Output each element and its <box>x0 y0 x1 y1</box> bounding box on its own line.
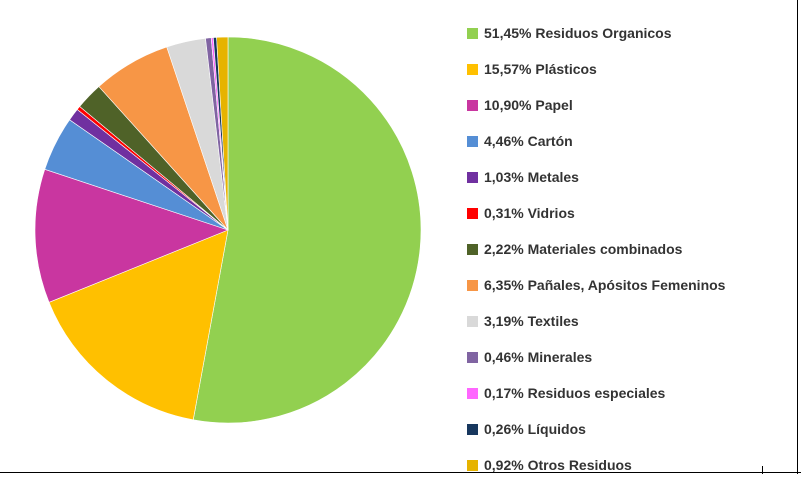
pie-slice-12 <box>216 36 229 231</box>
legend-swatch <box>467 315 478 327</box>
legend-swatch <box>467 171 478 183</box>
legend-item-4: 1,03% Metales <box>467 159 797 195</box>
legend-swatch <box>467 423 478 435</box>
legend-swatch <box>467 135 478 147</box>
legend-item-7: 6,35% Pañales, Apósitos Femeninos <box>467 267 797 303</box>
legend-item-11: 0,26% Líquidos <box>467 411 797 447</box>
legend-swatch <box>467 351 478 363</box>
frame-bottom-line <box>0 472 801 473</box>
legend-label: 51,45% Residuos Organicos <box>484 25 672 41</box>
pie-slice-2 <box>34 168 229 303</box>
legend-item-6: 2,22% Materiales combinados <box>467 231 797 267</box>
legend-item-12: 0,92% Otros Residuos <box>467 447 797 483</box>
pie-slice-1 <box>48 229 229 421</box>
legend-swatch <box>467 207 478 219</box>
legend-item-0: 51,45% Residuos Organicos <box>467 15 797 51</box>
legend-item-5: 0,31% Vidrios <box>467 195 797 231</box>
legend-item-10: 0,17% Residuos especiales <box>467 375 797 411</box>
legend-swatch <box>467 387 478 399</box>
legend-label: 2,22% Materiales combinados <box>484 241 683 257</box>
legend-label: 0,31% Vidrios <box>484 205 575 221</box>
legend-item-9: 0,46% Minerales <box>467 339 797 375</box>
legend-label: 0,46% Minerales <box>484 349 593 365</box>
legend-label: 0,92% Otros Residuos <box>484 457 632 473</box>
legend-swatch <box>467 243 478 255</box>
legend-item-3: 4,46% Cartón <box>467 123 797 159</box>
pie-slice-0 <box>192 36 422 424</box>
legend-label: 3,19% Textiles <box>484 313 579 329</box>
legend-item-2: 10,90% Papel <box>467 87 797 123</box>
legend-item-1: 15,57% Plásticos <box>467 51 797 87</box>
legend-label: 10,90% Papel <box>484 97 573 113</box>
legend-swatch <box>467 99 478 111</box>
legend-swatch <box>467 279 478 291</box>
legend-swatch <box>467 63 478 75</box>
legend-label: 15,57% Plásticos <box>484 61 597 77</box>
frame-tick <box>762 466 763 474</box>
legend-label: 6,35% Pañales, Apósitos Femeninos <box>484 277 726 293</box>
legend-swatch <box>467 27 478 39</box>
legend-swatch <box>467 459 478 471</box>
legend-label: 0,26% Líquidos <box>484 421 586 437</box>
frame-right-line <box>797 0 798 474</box>
legend: 51,45% Residuos Organicos 15,57% Plástico… <box>467 15 797 483</box>
pie-plot <box>34 36 422 424</box>
legend-label: 1,03% Metales <box>484 169 579 185</box>
legend-item-8: 3,19% Textiles <box>467 303 797 339</box>
legend-label: 4,46% Cartón <box>484 133 573 149</box>
legend-label: 0,17% Residuos especiales <box>484 385 666 401</box>
